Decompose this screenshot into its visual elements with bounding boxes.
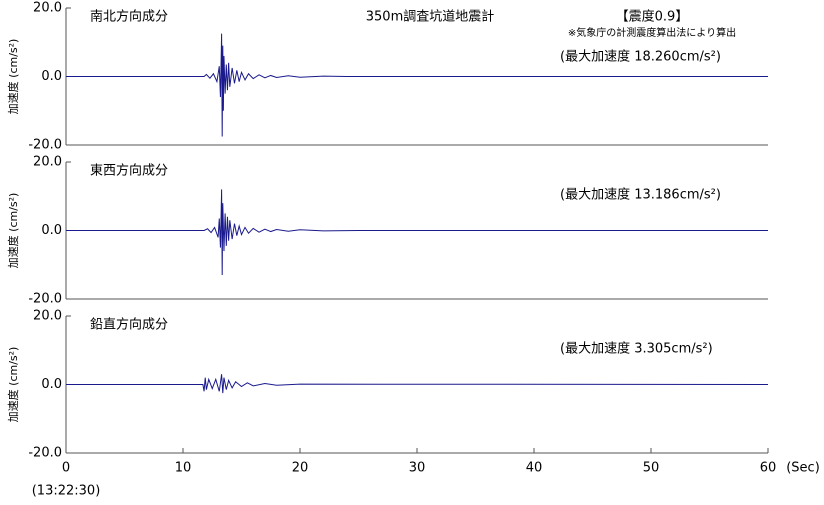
y-tick-label: -20.0 — [28, 292, 62, 307]
y-tick-label: 20.0 — [33, 309, 62, 324]
max-acceleration: (最大加速度 3.305cm/s²) — [560, 341, 713, 357]
y-tick-label: 0.0 — [41, 69, 62, 84]
x-tick-label: 10 — [175, 461, 192, 476]
chart-title: 350m調査坑道地震計 — [366, 9, 494, 25]
max-acceleration: (最大加速度 13.186cm/s²) — [560, 187, 721, 203]
x-tick-label: 0 — [62, 461, 70, 476]
x-tick-label: 50 — [643, 461, 660, 476]
y-axis-label: 加速度 (cm/s²) — [6, 193, 20, 269]
y-tick-label: -20.0 — [28, 138, 62, 153]
x-tick-label: 20 — [292, 461, 309, 476]
panel-title: 南北方向成分 — [90, 9, 168, 25]
panel-title: 鉛直方向成分 — [90, 317, 168, 333]
y-axis-label: 加速度 (cm/s²) — [6, 347, 20, 423]
y-tick-label: -20.0 — [28, 446, 62, 461]
y-axis-label: 加速度 (cm/s²) — [6, 39, 20, 115]
panel-title: 東西方向成分 — [90, 163, 168, 179]
y-tick-label: 20.0 — [33, 155, 62, 170]
start-time: (13:22:30) — [32, 484, 101, 499]
y-tick-label: 20.0 — [33, 1, 62, 16]
x-axis-label: (Sec) — [786, 461, 820, 476]
intensity: 【震度0.9】 — [616, 9, 689, 25]
x-tick-label: 30 — [409, 461, 426, 476]
x-tick-label: 40 — [526, 461, 543, 476]
max-acceleration: (最大加速度 18.260cm/s²) — [560, 49, 721, 65]
waveform — [66, 189, 768, 276]
y-tick-label: 0.0 — [41, 377, 62, 392]
waveform — [66, 374, 769, 394]
waveform — [66, 33, 768, 137]
note: ※気象庁の計測震度算出法により算出 — [568, 26, 736, 39]
y-tick-label: 0.0 — [41, 223, 62, 238]
x-tick-label: 60 — [760, 461, 777, 476]
